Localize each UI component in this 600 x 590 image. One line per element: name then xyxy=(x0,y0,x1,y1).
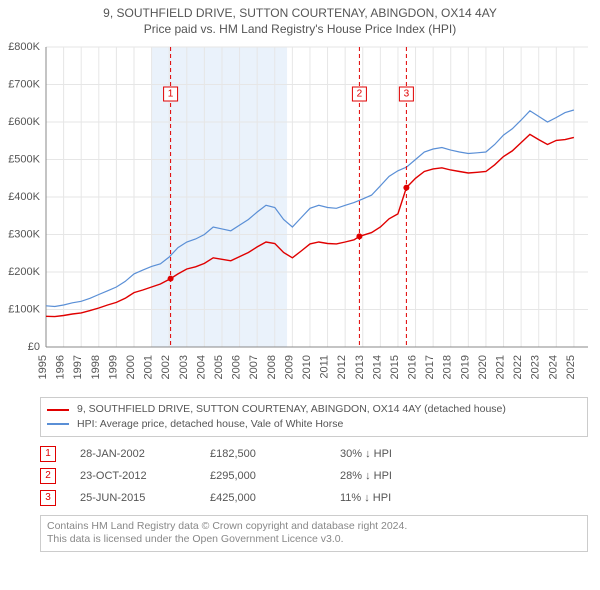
x-tick-label: 1996 xyxy=(55,355,67,379)
attribution-box: Contains HM Land Registry data © Crown c… xyxy=(40,515,588,552)
chart-legend: 9, SOUTHFIELD DRIVE, SUTTON COURTENAY, A… xyxy=(40,397,588,436)
sale-date: 23-OCT-2012 xyxy=(80,470,210,482)
legend-row-hpi: HPI: Average price, detached house, Vale… xyxy=(47,417,581,432)
x-tick-label: 2003 xyxy=(178,355,190,379)
sale-delta: 30% ↓ HPI xyxy=(340,448,392,460)
sales-row: 2 23-OCT-2012 £295,000 28% ↓ HPI xyxy=(40,465,588,487)
y-tick-label: £700K xyxy=(8,79,40,91)
sale-point xyxy=(403,185,409,191)
attribution-line: Contains HM Land Registry data © Crown c… xyxy=(47,520,581,534)
x-tick-label: 2019 xyxy=(459,355,471,379)
y-tick-label: £500K xyxy=(8,154,40,166)
x-tick-label: 2001 xyxy=(143,355,155,379)
x-tick-label: 2009 xyxy=(283,355,295,379)
x-tick-label: 2011 xyxy=(319,355,331,379)
y-tick-label: £200K xyxy=(8,266,40,278)
sales-row: 1 28-JAN-2002 £182,500 30% ↓ HPI xyxy=(40,443,588,465)
x-tick-label: 2008 xyxy=(266,355,278,379)
x-tick-label: 1998 xyxy=(90,355,102,379)
x-tick-label: 2010 xyxy=(301,355,313,379)
sale-marker-number: 3 xyxy=(404,89,410,100)
sale-marker-number: 1 xyxy=(168,89,174,100)
sale-point xyxy=(168,276,174,282)
sale-delta: 28% ↓ HPI xyxy=(340,470,392,482)
x-tick-label: 2013 xyxy=(354,355,366,379)
x-tick-label: 1997 xyxy=(72,355,84,379)
x-tick-label: 1999 xyxy=(107,355,119,379)
sales-table: 1 28-JAN-2002 £182,500 30% ↓ HPI 2 23-OC… xyxy=(40,443,588,509)
sale-date: 28-JAN-2002 xyxy=(80,448,210,460)
x-tick-label: 2000 xyxy=(125,355,137,379)
x-tick-label: 2024 xyxy=(547,355,559,379)
y-tick-label: £600K xyxy=(8,116,40,128)
chart-title-address: 9, SOUTHFIELD DRIVE, SUTTON COURTENAY, A… xyxy=(0,6,600,22)
legend-swatch-hpi xyxy=(47,423,69,425)
y-tick-label: £400K xyxy=(8,191,40,203)
sale-marker-number: 2 xyxy=(357,89,363,100)
chart-title-subtitle: Price paid vs. HM Land Registry's House … xyxy=(0,22,600,38)
x-tick-label: 2006 xyxy=(231,355,243,379)
sale-date: 25-JUN-2015 xyxy=(80,492,210,504)
legend-label-property: 9, SOUTHFIELD DRIVE, SUTTON COURTENAY, A… xyxy=(77,402,506,417)
sale-point xyxy=(356,234,362,240)
attribution-line: This data is licensed under the Open Gov… xyxy=(47,533,581,547)
y-tick-label: £0 xyxy=(28,341,40,353)
x-tick-label: 2016 xyxy=(407,355,419,379)
x-tick-label: 1995 xyxy=(37,355,49,379)
sale-price: £182,500 xyxy=(210,448,340,460)
y-tick-label: £300K xyxy=(8,229,40,241)
x-tick-label: 2007 xyxy=(248,355,260,379)
x-tick-label: 2022 xyxy=(512,355,524,379)
x-tick-label: 2021 xyxy=(495,355,507,379)
x-tick-label: 2017 xyxy=(424,355,436,379)
sale-marker-icon: 1 xyxy=(40,446,56,462)
x-tick-label: 2023 xyxy=(530,355,542,379)
sale-price: £295,000 xyxy=(210,470,340,482)
legend-swatch-property xyxy=(47,409,69,411)
sale-price: £425,000 xyxy=(210,492,340,504)
legend-row-property: 9, SOUTHFIELD DRIVE, SUTTON COURTENAY, A… xyxy=(47,402,581,417)
sale-marker-icon: 3 xyxy=(40,490,56,506)
price-chart: £0 £100K £200K £300K £400K £500K £600K £700K £80… xyxy=(0,41,600,391)
y-tick-label: £100K xyxy=(8,304,40,316)
x-tick-label: 2025 xyxy=(565,355,577,379)
x-tick-label: 2005 xyxy=(213,355,225,379)
chart-svg: £0 £100K £200K £300K £400K £500K £600K £700K £80… xyxy=(0,41,600,391)
sale-marker-icon: 2 xyxy=(40,468,56,484)
legend-label-hpi: HPI: Average price, detached house, Vale… xyxy=(77,417,343,432)
x-tick-label: 2020 xyxy=(477,355,489,379)
sale-delta: 11% ↓ HPI xyxy=(340,492,391,504)
x-tick-label: 2014 xyxy=(371,355,383,379)
x-tick-label: 2002 xyxy=(160,355,172,379)
x-tick-label: 2004 xyxy=(195,355,207,379)
x-tick-label: 2018 xyxy=(442,355,454,379)
y-tick-label: £800K xyxy=(8,41,40,53)
x-tick-label: 2012 xyxy=(336,355,348,379)
x-tick-label: 2015 xyxy=(389,355,401,379)
sales-row: 3 25-JUN-2015 £425,000 11% ↓ HPI xyxy=(40,487,588,509)
